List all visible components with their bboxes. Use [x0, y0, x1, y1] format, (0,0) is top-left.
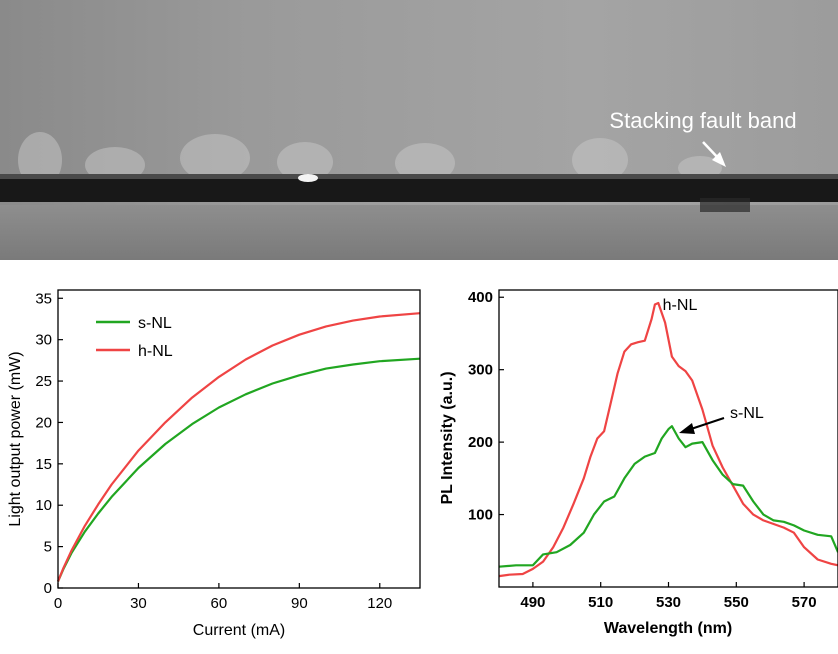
x-tick-label: 510 — [588, 594, 613, 611]
x-axis-label: Current (mA) — [193, 622, 285, 639]
x-tick-label: 30 — [130, 595, 147, 612]
y-tick-label: 100 — [468, 507, 493, 524]
y-tick-label: 300 — [468, 362, 493, 379]
legend: s-NL h-NL — [96, 315, 173, 360]
legend-label-s-nl: s-NL — [138, 315, 172, 332]
y-tick-label: 400 — [468, 289, 493, 306]
legend-label-h-nl: h-NL — [138, 343, 173, 360]
x-tick-label: 570 — [792, 594, 817, 611]
x-tick-label: 490 — [520, 594, 545, 611]
series-line-s-nl — [498, 425, 838, 568]
annotation-h-nl: h-NL — [663, 297, 698, 314]
tem-micrograph: Stacking fault band — [0, 0, 838, 260]
y-axis-label: Light output power (mW) — [7, 351, 24, 526]
x-tick-label: 550 — [724, 594, 749, 611]
stacking-fault-arrow — [702, 141, 726, 167]
dark-interface-band — [0, 178, 838, 202]
x-tick-label: 90 — [291, 595, 308, 612]
y-axis-label: PL Intensity (a.u.) — [439, 371, 456, 504]
y-tick-label: 35 — [35, 290, 52, 307]
y-tick-label: 20 — [35, 414, 52, 431]
x-tick-label: 120 — [367, 595, 392, 612]
y-tick-label: 10 — [35, 497, 52, 514]
y-tick-label: 30 — [35, 332, 52, 349]
x-tick-label: 60 — [211, 595, 228, 612]
chart-light-output: 0 30 60 90 120 0 5 10 15 20 25 30 35 Current (mA) L… — [7, 289, 421, 639]
y-tick-label: 0 — [44, 580, 52, 597]
series-line-h-nl — [56, 312, 421, 582]
x-axis-label: Wavelength (nm) — [604, 620, 732, 637]
annotation-s-nl: s-NL — [730, 405, 764, 422]
y-tick-label: 25 — [35, 373, 52, 390]
y-tick-label: 200 — [468, 434, 493, 451]
plot-frame — [57, 289, 421, 589]
chart-pl-spectrum: 490 510 530 550 570 100 200 300 400 Wavelength … — [439, 289, 838, 637]
x-tick-label: 0 — [54, 595, 62, 612]
s-nl-arrow — [679, 417, 725, 434]
y-tick-label: 5 — [44, 539, 52, 556]
stacking-fault-label: Stacking fault band — [609, 108, 796, 133]
series-line-s-nl — [56, 357, 421, 582]
series-line-h-nl — [498, 301, 838, 578]
bright-spot — [298, 174, 318, 182]
x-tick-label: 530 — [656, 594, 681, 611]
y-tick-label: 15 — [35, 456, 52, 473]
